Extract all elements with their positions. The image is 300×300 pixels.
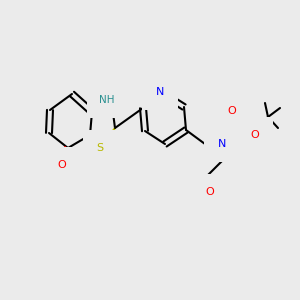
Text: N: N — [156, 87, 164, 97]
Text: O: O — [206, 187, 214, 197]
Text: N: N — [218, 139, 226, 149]
Text: O: O — [250, 130, 260, 140]
Text: O: O — [228, 106, 236, 116]
Text: O: O — [58, 160, 66, 170]
Text: NH: NH — [99, 95, 115, 105]
Text: S: S — [96, 143, 103, 153]
